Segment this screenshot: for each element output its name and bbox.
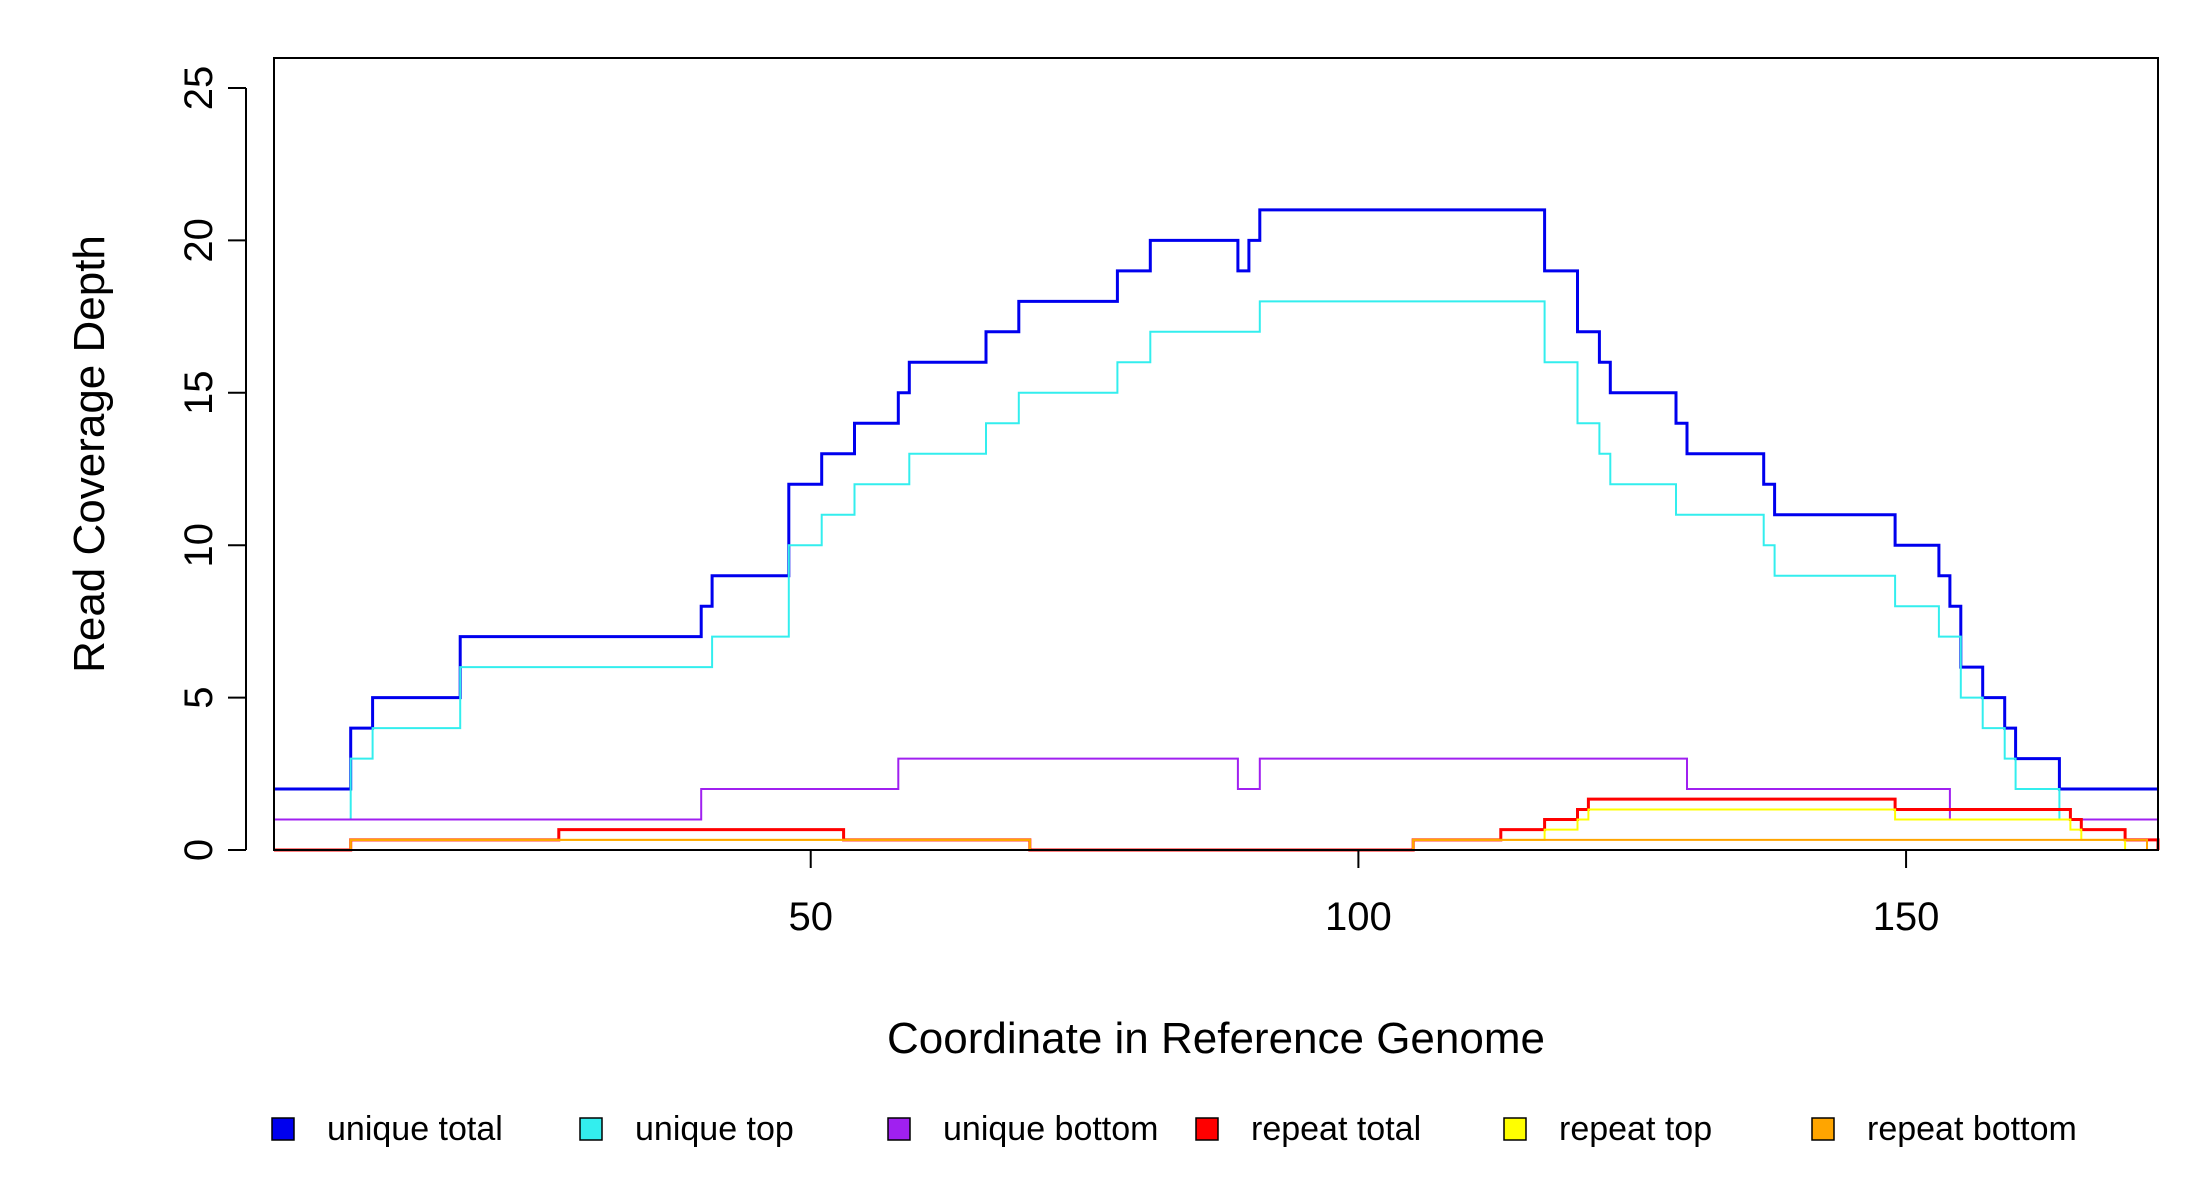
- x-tick-label: 150: [1873, 895, 1940, 939]
- series-line-unique-total: [274, 208, 2158, 791]
- series-layer: [274, 208, 2160, 852]
- x-axis-title: Coordinate in Reference Genome: [887, 1014, 1545, 1063]
- y-tick-label: 25: [177, 66, 221, 111]
- series-line-repeat-bottom: [274, 838, 2158, 851]
- series-line-unique-top: [274, 300, 2158, 821]
- plot-frame: [273, 57, 2159, 851]
- legend-label-unique-total: unique total: [327, 1110, 503, 1148]
- legend: unique total unique top unique bottom repea…: [271, 1110, 2077, 1148]
- y-tick-label: 20: [177, 218, 221, 263]
- legend-label-unique-bottom: unique bottom: [943, 1110, 1159, 1148]
- legend-label-repeat-total: repeat total: [1251, 1110, 1421, 1148]
- y-axis: 0 5 10 15 20 25: [177, 66, 247, 861]
- x-axis: 50 100 150: [788, 850, 1939, 939]
- y-tick-label: 15: [177, 371, 221, 416]
- legend-label-unique-top: unique top: [635, 1110, 794, 1148]
- y-tick-label: 5: [177, 686, 221, 708]
- series-line-repeat-total: [274, 797, 2160, 852]
- legend-swatch-unique-total: [271, 1117, 295, 1141]
- series-line-unique-bottom: [274, 757, 2158, 821]
- y-tick-label: 0: [177, 839, 221, 861]
- legend-label-repeat-top: repeat top: [1559, 1110, 1712, 1148]
- legend-swatch-repeat-total: [1195, 1117, 1219, 1141]
- y-tick-label: 10: [177, 523, 221, 568]
- legend-swatch-repeat-bottom: [1811, 1117, 1835, 1141]
- series-line-repeat-top: [274, 808, 2158, 851]
- legend-swatch-repeat-top: [1503, 1117, 1527, 1141]
- legend-swatch-unique-bottom: [887, 1117, 911, 1141]
- x-tick-label: 50: [788, 895, 833, 939]
- x-tick-label: 100: [1325, 895, 1392, 939]
- y-axis-title: Read Coverage Depth: [65, 235, 114, 673]
- legend-swatch-unique-top: [579, 1117, 603, 1141]
- legend-label-repeat-bottom: repeat bottom: [1867, 1110, 2077, 1148]
